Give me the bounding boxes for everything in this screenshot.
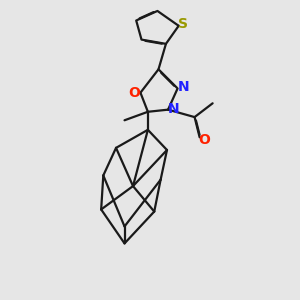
Text: O: O xyxy=(129,86,140,100)
Text: S: S xyxy=(178,17,188,31)
Text: N: N xyxy=(168,102,180,116)
Text: N: N xyxy=(178,80,189,94)
Text: O: O xyxy=(198,134,210,147)
